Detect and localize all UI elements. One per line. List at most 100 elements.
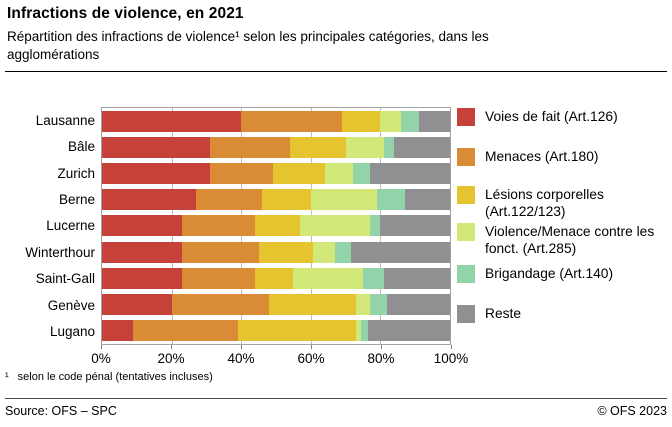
y-axis-label: Lausanne bbox=[35, 112, 95, 128]
bar-segment bbox=[312, 241, 336, 263]
bar-row bbox=[102, 213, 450, 239]
legend-item: Menaces (Art.180) bbox=[457, 148, 599, 166]
bar-segment bbox=[404, 189, 450, 211]
stacked-bar bbox=[102, 163, 450, 185]
copyright-label: © OFS 2023 bbox=[597, 404, 667, 418]
x-axis-tick-label: 80% bbox=[367, 351, 395, 366]
bar-segment bbox=[369, 163, 450, 185]
stacked-bar bbox=[102, 110, 450, 132]
legend: Voies de fait (Art.126) Menaces (Art.180)… bbox=[457, 107, 667, 345]
bar-row bbox=[102, 160, 450, 186]
bar-segment bbox=[356, 294, 370, 316]
stacked-bar bbox=[102, 267, 450, 289]
legend-swatch-icon bbox=[457, 223, 475, 241]
y-axis-label: Saint-Gall bbox=[35, 271, 95, 287]
y-axis-label: Zurich bbox=[57, 165, 95, 181]
bar-segment bbox=[383, 267, 450, 289]
footnote: ¹ selon le code pénal (tentatives incluse… bbox=[5, 371, 213, 383]
bar-segment bbox=[376, 189, 405, 211]
bar-segment bbox=[401, 110, 419, 132]
bar-segment bbox=[171, 294, 270, 316]
x-axis-tick bbox=[240, 345, 242, 349]
stacked-bar bbox=[102, 320, 450, 342]
bar-segment bbox=[342, 110, 381, 132]
bar-segment bbox=[102, 320, 134, 342]
legend-label: Violence/Menace contre les fonct. (Art.2… bbox=[485, 224, 655, 256]
footer-divider bbox=[5, 398, 667, 399]
bar-segment bbox=[387, 294, 450, 316]
bar-row bbox=[102, 134, 450, 160]
bar-segment bbox=[102, 136, 210, 158]
y-axis-label: Lucerne bbox=[46, 218, 95, 234]
bar-segment bbox=[269, 294, 357, 316]
bar-segment bbox=[255, 267, 294, 289]
footer: Source: OFS – SPC © OFS 2023 bbox=[5, 404, 667, 418]
bar-segment bbox=[352, 163, 370, 185]
y-axis-label: Bâle bbox=[67, 139, 95, 155]
stacked-bar bbox=[102, 215, 450, 237]
stacked-bar bbox=[102, 241, 450, 263]
bar-segment bbox=[300, 215, 370, 237]
bar-segment bbox=[335, 241, 351, 263]
legend-item: Reste bbox=[457, 305, 521, 323]
bar-segment bbox=[380, 110, 402, 132]
bar-segment bbox=[182, 241, 259, 263]
bar-segment bbox=[350, 241, 450, 263]
bar-segment bbox=[102, 163, 210, 185]
legend-swatch-icon bbox=[457, 186, 475, 204]
bar-segment bbox=[368, 320, 450, 342]
bar-row bbox=[102, 108, 450, 134]
legend-label: Menaces (Art.180) bbox=[485, 149, 599, 164]
bar-segment bbox=[102, 110, 242, 132]
bar-segment bbox=[310, 189, 377, 211]
x-axis-tick bbox=[450, 345, 452, 349]
y-axis-label: Berne bbox=[58, 192, 95, 208]
bar-segment bbox=[262, 189, 311, 211]
bar-segment bbox=[133, 320, 238, 342]
bar-segment bbox=[293, 267, 363, 289]
legend-label: Brigandage (Art.140) bbox=[485, 266, 614, 281]
chart-subtitle: Répartition des infractions de violence¹… bbox=[7, 29, 489, 62]
header-divider bbox=[5, 71, 667, 72]
bar-segment bbox=[195, 189, 263, 211]
legend-item: Brigandage (Art.140) bbox=[457, 265, 613, 283]
bar-segment bbox=[255, 215, 301, 237]
x-axis-tick-label: 100% bbox=[433, 351, 469, 366]
legend-swatch-icon bbox=[457, 265, 475, 283]
x-axis-tick-label: 40% bbox=[227, 351, 255, 366]
x-axis-ticks bbox=[100, 345, 452, 350]
x-axis-tick-label: 20% bbox=[157, 351, 185, 366]
footnote-text: selon le code pénal (tentatives incluses… bbox=[17, 371, 213, 383]
legend-swatch-icon bbox=[457, 305, 475, 323]
bar-segment bbox=[345, 136, 384, 158]
stacked-bar bbox=[102, 294, 450, 316]
legend-label: Lésions corporelles (Art.122/123) bbox=[485, 187, 604, 219]
bar-segment bbox=[102, 294, 172, 316]
bar-row bbox=[102, 239, 450, 265]
y-axis-labels: Lausanne Bâle Zurich Berne Lucerne Winterthou… bbox=[0, 107, 95, 345]
x-axis-tick-labels: 0% 20% 40% 60% 80% 100% bbox=[91, 351, 468, 367]
y-axis-label: Lugano bbox=[49, 324, 95, 340]
bar-segment bbox=[272, 163, 325, 185]
bar-segment bbox=[362, 267, 384, 289]
bar-segment bbox=[361, 320, 369, 342]
bar-segment bbox=[258, 241, 313, 263]
x-axis-tick bbox=[100, 345, 102, 349]
bar-segment bbox=[241, 110, 343, 132]
bar-segment bbox=[394, 136, 450, 158]
bar-segment bbox=[102, 215, 183, 237]
bar-row bbox=[102, 187, 450, 213]
bar-segment bbox=[356, 320, 362, 342]
bar-segment bbox=[102, 267, 183, 289]
legend-label: Reste bbox=[485, 306, 522, 321]
bar-row bbox=[102, 292, 450, 318]
legend-label: Voies de fait (Art.126) bbox=[485, 109, 618, 124]
plot-area bbox=[101, 107, 451, 345]
bar-row bbox=[102, 318, 450, 344]
bar-segment bbox=[369, 294, 388, 316]
y-axis-label: Winterthour bbox=[25, 244, 95, 260]
legend-item: Lésions corporelles (Art.122/123) bbox=[457, 186, 667, 221]
bar-segment bbox=[369, 215, 381, 237]
legend-swatch-icon bbox=[457, 108, 475, 126]
